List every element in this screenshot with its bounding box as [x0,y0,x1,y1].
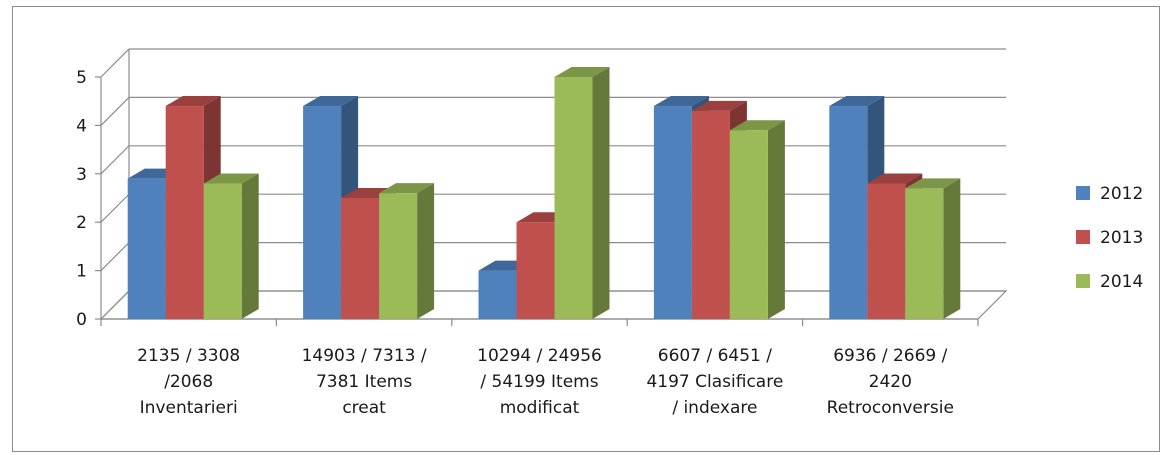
legend-swatch [1076,186,1090,200]
gridline-side [100,48,130,78]
gridline-side [100,290,130,320]
bar-top [867,173,923,184]
x-category-label-line: 2420 [869,372,912,392]
bar-front [653,106,692,319]
bar-front [303,106,342,319]
x-category-label-line: 7381 Items [316,372,412,392]
legend: 2012 2013 2014 [1076,184,1143,292]
legend-label: 2013 [1100,228,1143,248]
legend-label: 2012 [1100,184,1143,204]
bar-front [829,106,868,319]
x-category-label-line: 6607 / 6451 / [658,346,772,366]
y-tick-label: 0 [76,310,87,330]
x-category-label-line: / 54199 Items [480,372,598,392]
bar-front [379,193,418,319]
bar-side [417,183,435,319]
x-category-label: 6936 / 2669 / 2420 Retroconversie [827,346,954,418]
bar-2014-5 [905,178,961,319]
bar-2014-3 [554,67,610,319]
legend-swatch [1076,274,1090,288]
x-category-label-line: 6936 / 2669 / [833,346,947,366]
bar-side [767,120,785,320]
x-category-label-line: modificat [500,398,580,418]
x-category-label-line: Inventarieri [140,398,238,418]
x-category-label-line: 14903 / 7313 / [302,346,427,366]
y-tick-label: 2 [76,213,87,233]
bar-2014-2 [379,183,435,319]
bar-front [478,270,517,319]
x-category-label: 14903 / 7313 / 7381 Items creat [302,346,427,418]
y-axis-ticks: 0 1 2 3 4 5 [76,68,101,330]
bar-top [653,96,709,107]
x-category-label-line: creat [342,398,386,418]
gridline-side [100,193,130,223]
bar-side [241,173,259,319]
gridline-side [100,96,130,126]
y-tick-label: 3 [76,165,87,185]
bar-side [943,178,961,319]
x-category-label-line: /2068 [164,372,213,392]
bar-front [554,77,593,319]
bar-top [203,173,259,184]
chart-area: 0 1 2 3 4 5 2135 / 3308/2068 Inventarieri 14903… [12,6,1160,452]
bar-top [379,183,435,194]
gridline-side [100,145,130,175]
bar-2014-4 [729,120,785,320]
gridline-side [100,242,130,272]
x-axis-labels: 2135 / 3308/2068 Inventarieri 14903 / 7313… [137,346,954,418]
bar-front [127,178,166,319]
bar-front [905,188,944,319]
bars [127,67,961,320]
y-tick-label: 5 [76,68,87,88]
x-category-label-line: / indexare [672,398,757,418]
bar-front [867,183,906,319]
bar-front [341,198,380,319]
x-category-label-line: 10294 / 24956 [477,346,602,366]
legend-swatch [1076,230,1090,244]
bar-front [203,183,242,319]
x-category-label-line: 2135 / 3308 [137,346,240,366]
bar-2014-1 [203,173,259,319]
bar-top [729,120,785,131]
bar-top [905,178,961,189]
x-category-label: 2135 / 3308/2068 Inventarieri [137,346,240,418]
bar-top [829,96,885,107]
y-tick-label: 4 [76,116,87,136]
bar-front [691,110,730,319]
x-category-label: 10294 / 24956 / 54199 Items modificat [477,346,602,418]
bar-top [165,96,221,107]
bar-top [691,100,747,111]
x-category-label-line: Retroconversie [827,398,954,418]
bar-side [592,67,610,319]
y-tick-label: 1 [76,262,87,282]
bar-top [303,96,359,107]
x-category-label-line: 4197 Clasificare [646,372,783,392]
bar-top [554,67,610,77]
bar-front [165,106,204,319]
bar-front [729,130,768,319]
bar-chart: 0 1 2 3 4 5 2135 / 3308/2068 Inventarieri 14903… [76,48,1143,418]
legend-label: 2014 [1100,272,1143,292]
x-category-label: 6607 / 6451 / 4197 Clasificare / indexare [646,346,783,418]
bar-front [516,222,555,319]
